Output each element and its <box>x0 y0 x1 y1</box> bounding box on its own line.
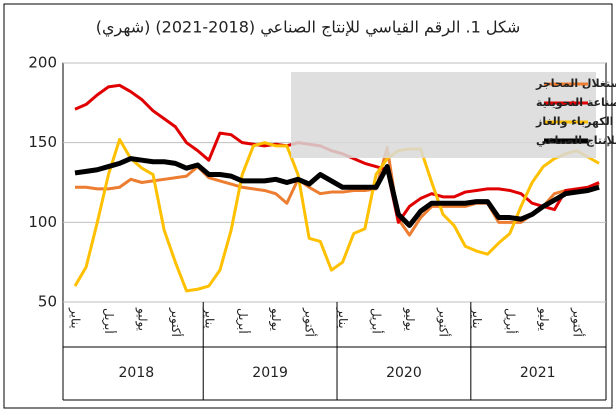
x-tick-label: يوليو <box>268 307 283 331</box>
series-line <box>73 137 600 293</box>
legend-label: التعدين واستغلال المحاجر <box>535 77 616 90</box>
y-tick-label: 100 <box>28 213 57 231</box>
x-tick-label: يناير <box>335 307 350 329</box>
x-tick-label: يوليو <box>536 307 551 331</box>
x-tick-label: أبريل <box>369 308 385 334</box>
x-group-label: 2018 <box>119 365 155 381</box>
chart-title: شكل 1. الرقم القياسي للإنتاج الصناعي (20… <box>96 18 521 38</box>
x-tick-label: يوليو <box>402 307 417 331</box>
x-tick-label: يناير <box>469 307 484 329</box>
y-tick-label: 200 <box>28 54 57 72</box>
x-group-label: 2020 <box>386 365 422 381</box>
legend-label: الرقم القياسي العام للإنتاج الصناعي <box>536 134 616 148</box>
x-tick-label: أكتوبر <box>168 307 184 337</box>
x-tick-label: أبريل <box>235 308 251 334</box>
x-tick-label: أبريل <box>502 308 518 334</box>
legend-label: إمدادات الكهرباء والغاز <box>535 115 616 128</box>
series-line <box>75 145 600 237</box>
series-line <box>74 156 600 229</box>
legend-box <box>291 72 596 158</box>
y-tick-label: 150 <box>28 133 57 151</box>
x-tick-label: أكتوبر <box>435 307 451 337</box>
chart-border <box>3 3 613 409</box>
x-group-label: 2019 <box>252 365 288 381</box>
y-tick-label: 50 <box>38 293 57 311</box>
x-group-label: 2021 <box>520 365 556 381</box>
x-tick-label: يوليو <box>134 307 149 331</box>
x-tick-label: أكتوبر <box>569 307 585 337</box>
x-tick-label: يناير <box>68 307 83 329</box>
legend-label: الصناعة التحويلية <box>536 96 616 109</box>
x-tick-label: يناير <box>201 307 216 329</box>
x-tick-label: أكتوبر <box>302 307 318 337</box>
x-tick-label: أبريل <box>101 308 117 334</box>
